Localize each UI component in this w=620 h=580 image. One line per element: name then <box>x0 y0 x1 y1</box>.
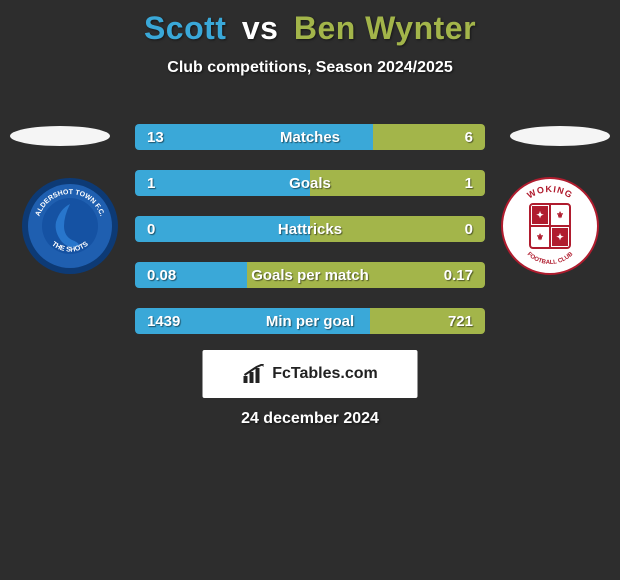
stat-value-right: 6 <box>465 129 473 146</box>
stat-bar-left: 0 <box>135 216 310 242</box>
stat-row: 1439721Min per goal <box>135 308 485 334</box>
stat-value-right: 0.17 <box>444 267 473 284</box>
stat-value-right: 721 <box>448 313 473 330</box>
stat-bar-left: 1 <box>135 170 310 196</box>
stat-bar-left: 13 <box>135 124 373 150</box>
stat-bar-left: 0.08 <box>135 262 247 288</box>
player1-photo-placeholder <box>10 126 110 146</box>
brand-box: FcTables.com <box>203 350 418 398</box>
player2-name: Ben Wynter <box>294 10 476 46</box>
svg-text:✦: ✦ <box>556 232 564 242</box>
player2-photo-placeholder <box>510 126 610 146</box>
player1-club-badge: ALDERSHOT TOWN F.C. THE SHOTS <box>20 176 120 276</box>
svg-text:✦: ✦ <box>536 210 544 220</box>
stat-row: 00Hattricks <box>135 216 485 242</box>
svg-text:⚜: ⚜ <box>536 232 544 242</box>
woking-badge-icon: WOKING FOOTBALL CLUB ✦ ⚜ ⚜ ✦ <box>500 176 600 276</box>
stat-row: 136Matches <box>135 124 485 150</box>
bar-chart-icon <box>242 364 266 384</box>
brand-text: FcTables.com <box>272 365 378 383</box>
stat-value-left: 1439 <box>147 313 180 330</box>
player1-name: Scott <box>144 10 227 46</box>
stat-value-right: 0 <box>465 221 473 238</box>
date-label: 24 december 2024 <box>0 410 620 428</box>
subtitle: Club competitions, Season 2024/2025 <box>0 59 620 77</box>
player2-club-badge: WOKING FOOTBALL CLUB ✦ ⚜ ⚜ ✦ <box>500 176 600 276</box>
stat-value-left: 1 <box>147 175 155 192</box>
stat-row: 11Goals <box>135 170 485 196</box>
aldershot-badge-icon: ALDERSHOT TOWN F.C. THE SHOTS <box>20 176 120 276</box>
stat-value-left: 0 <box>147 221 155 238</box>
stats-bars: 136Matches11Goals00Hattricks0.080.17Goal… <box>135 124 485 354</box>
stat-bar-right: 721 <box>370 308 486 334</box>
stat-row: 0.080.17Goals per match <box>135 262 485 288</box>
stat-value-right: 1 <box>465 175 473 192</box>
stat-bar-right: 1 <box>310 170 485 196</box>
stat-value-left: 0.08 <box>147 267 176 284</box>
page-title: Scott vs Ben Wynter <box>0 0 620 47</box>
stat-bar-right: 0.17 <box>247 262 485 288</box>
svg-text:⚜: ⚜ <box>556 210 564 220</box>
stat-bar-left: 1439 <box>135 308 370 334</box>
stat-bar-right: 6 <box>373 124 485 150</box>
vs-label: vs <box>242 10 279 46</box>
stat-value-left: 13 <box>147 129 164 146</box>
stat-bar-right: 0 <box>310 216 485 242</box>
